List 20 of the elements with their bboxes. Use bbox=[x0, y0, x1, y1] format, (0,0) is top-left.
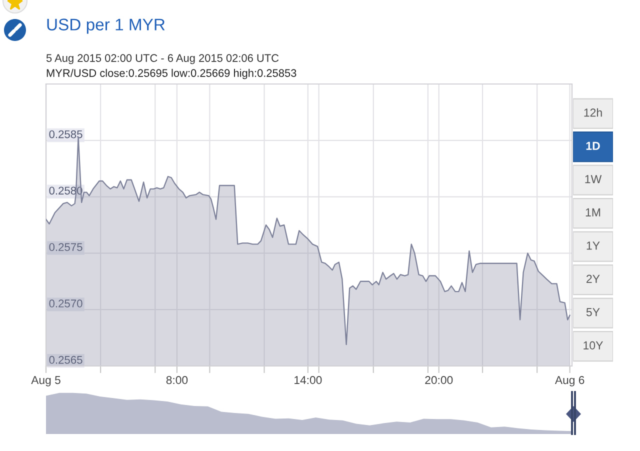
chart-subtitle: 5 Aug 2015 02:00 UTC - 6 Aug 2015 02:06 UTC bbox=[46, 54, 279, 64]
category-label: 2Y bbox=[586, 274, 600, 283]
chart-title: USD per 1 MYR bbox=[47, 18, 165, 34]
x-tick-label: 14:00 bbox=[294, 376, 322, 384]
category-label: 1W bbox=[585, 175, 602, 184]
category-label: 1Y bbox=[586, 242, 600, 250]
y-tick-label: 0.2570 bbox=[49, 300, 82, 308]
x-tick-label: Aug 5 bbox=[31, 376, 60, 386]
y-tick-label: 0.2565 bbox=[49, 356, 82, 364]
category-label: 1M bbox=[586, 208, 600, 216]
category-label: 1D bbox=[586, 142, 600, 150]
category-label: 12h bbox=[584, 108, 602, 117]
text: MYR/USD close:0.25695 low:0.25669 high:0.25853 bbox=[46, 68, 296, 80]
x-tick-label: Aug 6 bbox=[554, 376, 584, 386]
y-tick-label: 0.2575 bbox=[49, 243, 82, 252]
x-tick-label: 20:00 bbox=[425, 376, 453, 384]
category-label: 5Y bbox=[586, 308, 600, 316]
y-tick-label: 0.2585 bbox=[49, 130, 82, 138]
category-label: 10Y bbox=[584, 341, 604, 350]
x-tick-label: 8:00 bbox=[166, 376, 188, 384]
